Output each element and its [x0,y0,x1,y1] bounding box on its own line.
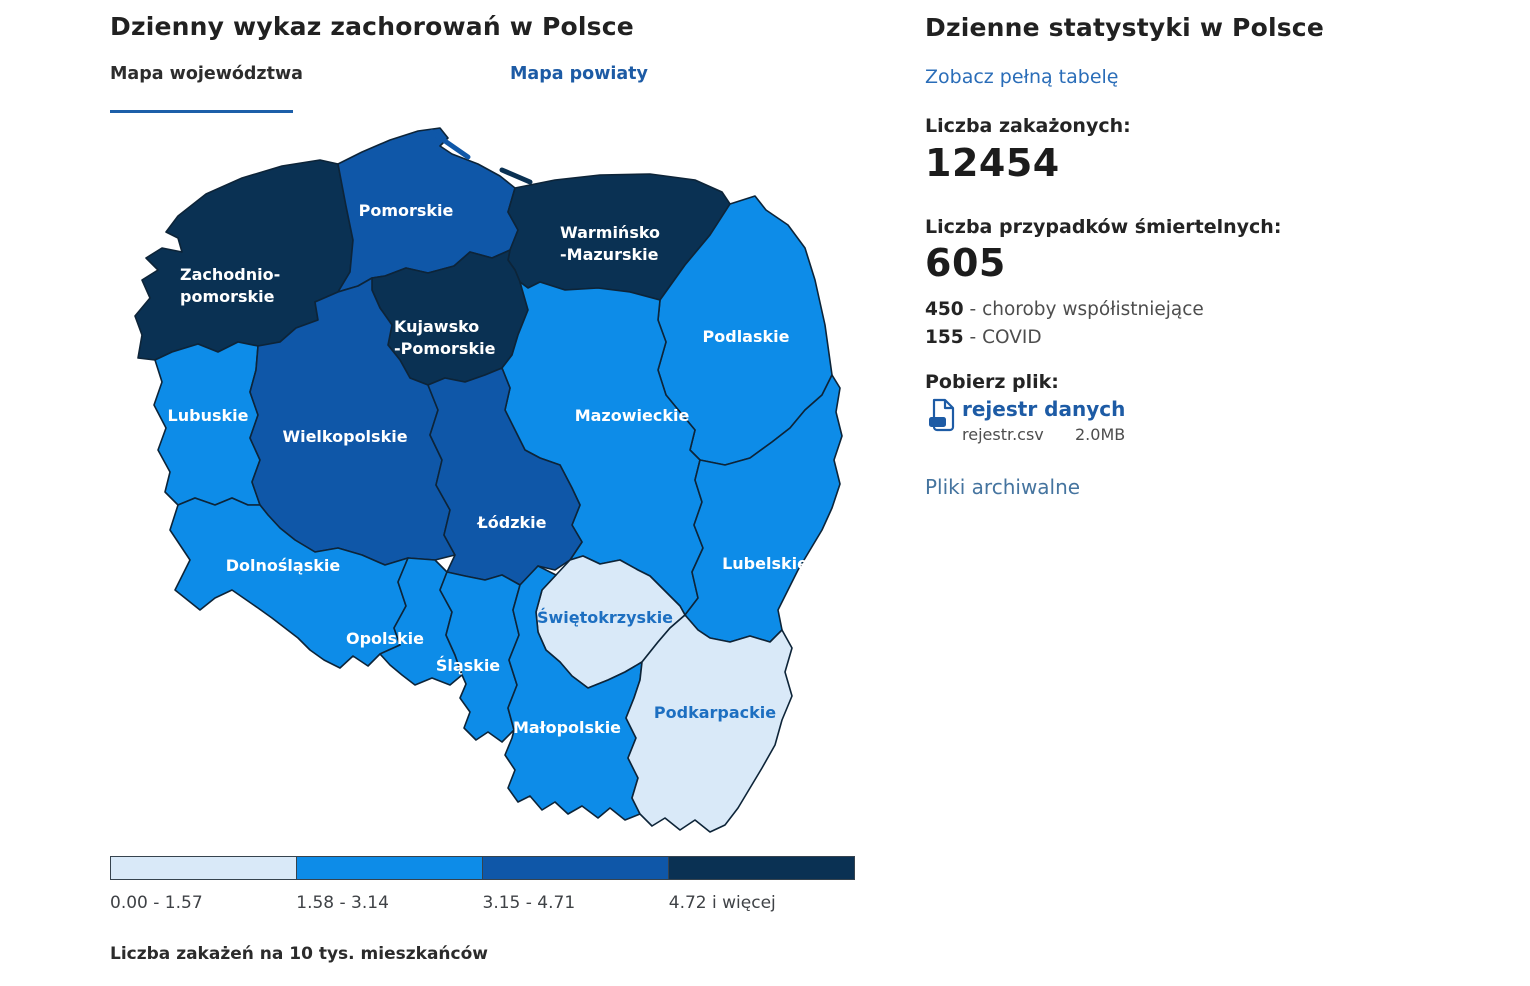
file-size: 2.0MB [1075,425,1126,444]
region-lubuskie[interactable] [153,341,261,506]
vistula-spit [499,167,533,185]
legend-swatch-4 [669,856,855,880]
legend-range-2: 1.58 - 3.14 [296,893,389,913]
tab-mapa-wojewodztwa[interactable]: Mapa województwa [110,64,303,84]
file-name: rejestr.csv [962,425,1044,444]
tab-mapa-powiaty[interactable]: Mapa powiaty [510,64,648,84]
legend-swatch-2 [297,856,483,880]
deaths-label: Liczba przypadków śmiertelnych: [925,216,1282,238]
file-icon-fold [943,400,953,410]
deaths-value: 605 [925,241,1006,285]
legend-swatch-1 [110,856,297,880]
hel-spit [429,129,471,160]
legend-color-bar [110,856,855,880]
region-podkarpackie[interactable] [625,614,793,833]
legend-caption: Liczba zakażeń na 10 tys. mieszkańców [110,944,488,964]
poland-voivodeship-map: Zachodnio- pomorskie Pomorskie Warmińsko… [134,127,843,833]
breakdown-covid: 155 - COVID [925,324,1204,352]
infected-label: Liczba zakażonych: [925,115,1131,137]
breakdown-covid-label: COVID [982,327,1042,348]
file-icon-bar [929,417,946,427]
file-icon[interactable] [927,398,957,436]
breakdown-comorbidities-label: choroby współistniejące [982,299,1204,320]
map-legend: 0.00 - 1.57 1.58 - 3.14 3.15 - 4.71 4.72… [110,856,855,913]
breakdown-separator: - [963,327,983,348]
deaths-breakdown: 450 - choroby współistniejące 155 - COVI… [925,296,1204,352]
region-slaskie[interactable] [439,571,521,743]
breakdown-comorbidities: 450 - choroby współistniejące [925,296,1204,324]
download-label: Pobierz plik: [925,371,1059,393]
stats-title: Dzienne statystyki w Polsce [925,13,1324,42]
active-tab-underline [110,110,293,113]
full-table-link[interactable]: Zobacz pełną tabelę [925,66,1119,88]
file-download-link[interactable]: rejestr danych [962,397,1126,421]
infected-value: 12454 [925,141,1060,185]
legend-range-1: 0.00 - 1.57 [110,893,203,913]
breakdown-separator: - [963,299,983,320]
breakdown-covid-value: 155 [925,327,964,348]
archive-files-link[interactable]: Pliki archiwalne [925,475,1081,499]
region-lubelskie[interactable] [684,374,843,643]
legend-range-4: 4.72 i więcej [668,893,776,913]
legend-range-3: 3.15 - 4.71 [482,893,576,913]
legend-swatch-3 [483,856,669,880]
map-section-title: Dzienny wykaz zachorowań w Polsce [110,12,634,41]
breakdown-comorbidities-value: 450 [925,299,964,320]
